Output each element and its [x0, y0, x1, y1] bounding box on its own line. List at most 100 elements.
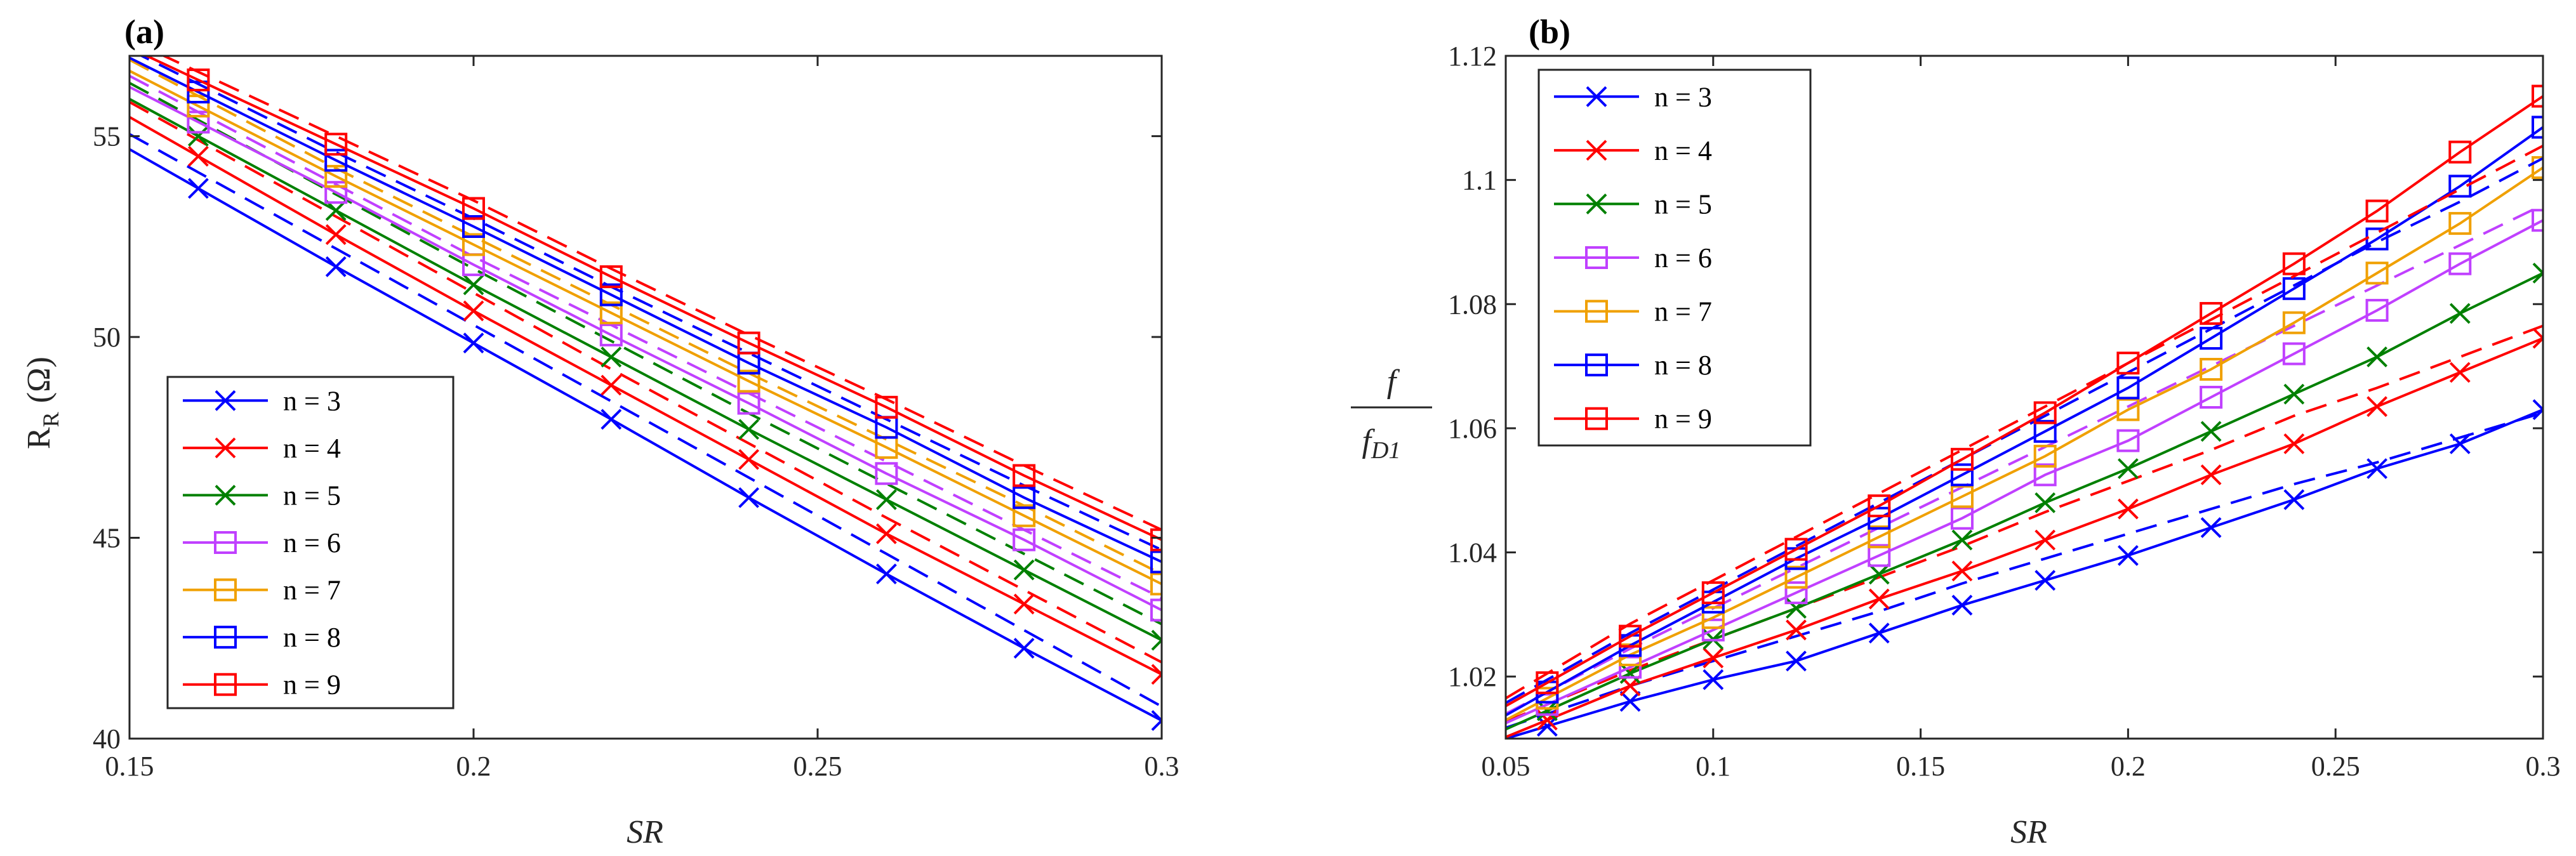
panel-b-series-8-point [1868, 506, 1891, 530]
panel-b-axes-frame [1504, 55, 2544, 740]
panel-b-series-5-point [1868, 563, 1890, 585]
panel-a-ylabel-unit: (Ω) [21, 357, 57, 403]
panel-b-series-3-point-stroke [1951, 595, 1973, 616]
panel-b-series-7-point [2033, 444, 2057, 468]
panel-a-series-5-point-stroke [875, 489, 897, 510]
panel-b-series-4-point-stroke [2367, 396, 2387, 418]
panel-b-series-9-point [1619, 624, 1642, 648]
panel-b-series-7-point [1701, 606, 1725, 629]
panel-b-series-3-point-stroke [1619, 690, 1641, 712]
panel-b-series-6-point [2282, 342, 2306, 365]
panel-b-series-4-point-stroke [1868, 588, 1890, 610]
panel-b-series-5-point [2035, 492, 2056, 513]
panel-b-legend-entry-3-swatch-marker-stroke [1586, 86, 1607, 107]
panel-b-label: (b) [1529, 13, 1570, 51]
panel-a-series-9-point [324, 133, 348, 156]
panel-b-series-5-point-stroke [2532, 262, 2543, 275]
panel-a-series-3-point [1013, 638, 1035, 659]
panel-b-series-4-line [1506, 337, 2543, 739]
panel-a-series-5-point-stroke [463, 274, 484, 296]
panel-b-series-5-point-stroke [2367, 346, 2387, 367]
panel-a-legend-entry-8-label: n = 8 [283, 622, 341, 653]
panel-b-legend-entry-4-label: n = 4 [1654, 135, 1712, 166]
panel-a-series-9-point [737, 331, 760, 355]
panel-b-series-3-point [2200, 517, 2222, 538]
panel-b-series-5-point-stroke [2532, 271, 2543, 284]
panel-a-label: (a) [124, 13, 164, 51]
panel-b-series-5-point [1536, 700, 1558, 721]
panel-b-series-3-point-stroke [1536, 716, 1558, 737]
panel-b-series-4-point [1951, 560, 1973, 582]
panel-b-series-6-point [2448, 252, 2472, 275]
panel-b-series-3-point-stroke [2367, 458, 2387, 479]
panel-a-series-5-point [738, 419, 760, 440]
panel-b-series-3-point [1703, 669, 1724, 690]
panel-a-legend-entry-4-label: n = 4 [283, 433, 341, 464]
panel-b-series-5-point-stroke [1868, 563, 1890, 585]
panel-b-series-8-point [2448, 174, 2472, 198]
panel-a-xtick-label: 0.2 [456, 751, 491, 782]
panel-a-series-7-point [599, 301, 623, 325]
panel-a-series-6-point [1012, 528, 1036, 551]
panel-a-series-3-point [463, 333, 484, 353]
panel-b-series-3-point [1786, 650, 1807, 672]
panel-a-series-5-dashed-line [129, 81, 1162, 626]
panel-a-series-4-point-stroke [1013, 593, 1035, 615]
panel-b-series-9-point [2116, 352, 2140, 375]
panel-b-series-3-point [1868, 622, 1890, 644]
panel-a-series-7-point [1150, 572, 1162, 596]
panel-b-series-6-point [2033, 463, 2057, 487]
panel-a-series-3-point-stroke [1151, 718, 1162, 731]
panel-a-legend-entry-9-label: n = 9 [283, 669, 341, 701]
panel-a-series-4-point-stroke [601, 374, 622, 396]
panel-b-series-5-point [2117, 458, 2139, 479]
panel-b-xtick-label: 0.05 [1482, 751, 1530, 782]
panel-b-series-4-point-stroke [2449, 362, 2471, 383]
panel-b-series-4-point [1703, 647, 1724, 669]
panel-a-xtick-label: 0.25 [793, 751, 842, 782]
panel-a-series-8-point [462, 215, 485, 238]
panel-a-series-7-point [324, 164, 348, 188]
panel-a-series-3-point-stroke [738, 487, 760, 508]
panel-b-series-9-point [1784, 537, 1808, 561]
panel-a-legend-entry-3: n = 3 [183, 385, 341, 416]
panel-a-legend-entry-5-label: n = 5 [283, 480, 341, 511]
panel-b-axes: 0.05 0.1 0.15 0.2 0.25 0.3 1.02 1.04 1.06 1.08 1.1… [1448, 41, 2561, 782]
panel-a-series-group [129, 56, 1162, 731]
panel-b-series-8-line [1506, 126, 2543, 717]
panel-b-xtick-label: 0.3 [2526, 751, 2561, 782]
panel-b-series-3-point-stroke [1786, 650, 1807, 672]
panel-b-series-5-point [2449, 303, 2471, 324]
panel-b-series-5-point [2200, 421, 2222, 442]
panel-a-series-3-point-stroke [875, 563, 897, 584]
panel-b-series-7-point [2532, 156, 2543, 180]
panel-b-ytick-label: 1.08 [1448, 289, 1497, 320]
panel-a-series-5-point [325, 200, 347, 221]
panel-a-legend-entry-9-swatch-marker [214, 673, 237, 696]
panel-b-series-4-point [2283, 433, 2305, 454]
panel-a-series-6-point [187, 110, 210, 134]
panel-a-legend-entry-7: n = 7 [183, 575, 341, 606]
panel-a-series-4-point [187, 145, 209, 167]
panel-a-axes: 0.15 0.2 0.25 0.3 40 45 50 55 [93, 55, 1179, 782]
panel-b-series-4-point-stroke [2283, 433, 2305, 454]
panel-b-series-3-point [1951, 595, 1973, 616]
panel-b-series-4-point [2449, 362, 2471, 383]
panel-a-series-4-point [325, 224, 347, 246]
panel-b-series-3-point [2532, 399, 2543, 420]
panel-b-series-9-point [1950, 447, 1974, 471]
panel-a-series-3-point-stroke [463, 333, 484, 353]
panel-b-ytick-label: 1.02 [1448, 661, 1497, 692]
panel-b-series-8-point [1950, 463, 1974, 487]
panel-a-series-8-point [187, 80, 210, 103]
panel-b-series-5-point [2532, 262, 2543, 284]
panel-a-series-5-point [875, 489, 897, 510]
panel-a-legend-entry-5-swatch-marker-stroke [215, 485, 236, 506]
panel-b-series-3-point-stroke [2449, 433, 2471, 454]
panel-a: 0.15 0.2 0.25 0.3 40 45 50 55 (a) SR RR (Ω) n = … [21, 13, 1179, 850]
panel-b-series-3-point [2035, 570, 2056, 591]
panel-b-series-4-point [2117, 498, 2139, 520]
panel-a-series-3-point [875, 563, 897, 584]
panel-b-xlabel: SR [2010, 814, 2047, 850]
panel-b-series-7-point [1950, 485, 1974, 508]
